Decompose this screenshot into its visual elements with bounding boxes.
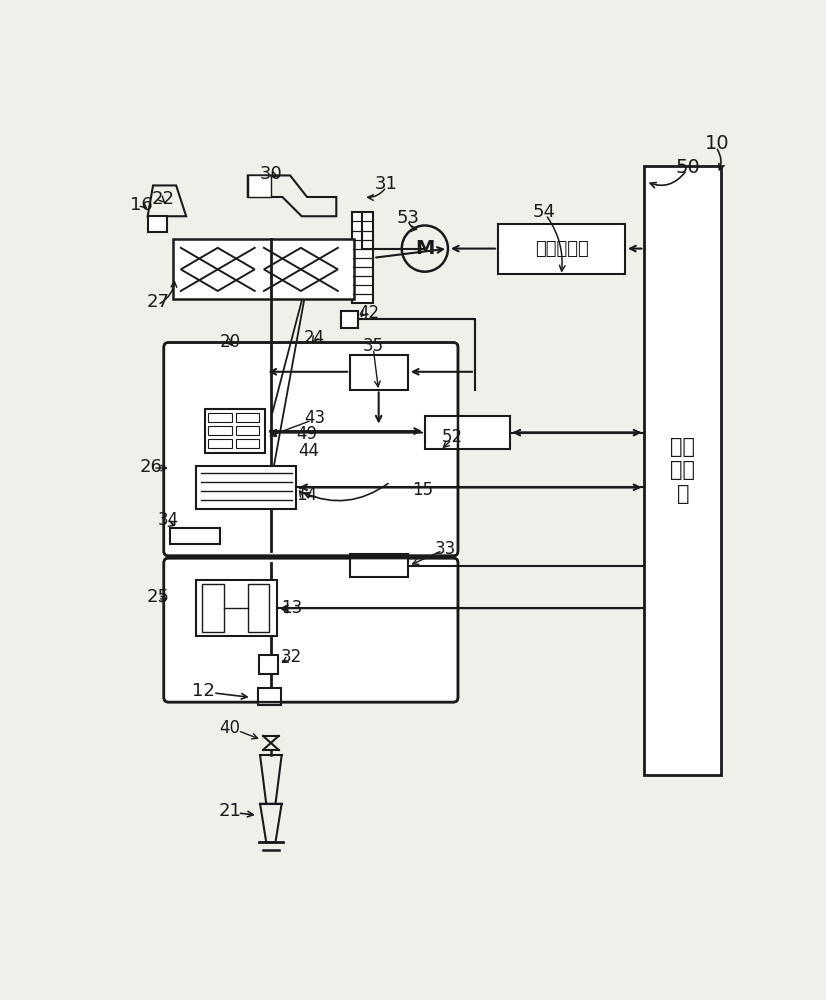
Bar xyxy=(236,439,259,448)
Text: 33: 33 xyxy=(435,540,456,558)
Bar xyxy=(206,409,265,453)
Text: 12: 12 xyxy=(192,682,216,700)
Text: 27: 27 xyxy=(146,293,169,311)
Bar xyxy=(425,416,510,449)
Bar xyxy=(350,554,408,577)
Text: 24: 24 xyxy=(304,329,325,347)
Bar xyxy=(208,426,231,435)
Text: 52: 52 xyxy=(441,428,463,446)
Bar xyxy=(644,166,721,774)
Text: 42: 42 xyxy=(358,304,379,322)
Bar xyxy=(248,584,269,632)
Text: 10: 10 xyxy=(705,134,730,153)
Text: 34: 34 xyxy=(158,511,179,529)
Text: 22: 22 xyxy=(151,190,174,208)
Text: 26: 26 xyxy=(140,458,163,476)
Text: 21: 21 xyxy=(219,802,241,820)
Text: M: M xyxy=(415,239,434,258)
Bar xyxy=(208,413,231,422)
Bar xyxy=(148,216,167,232)
FancyBboxPatch shape xyxy=(164,343,458,556)
Bar xyxy=(236,413,259,422)
Bar xyxy=(202,584,224,632)
Text: 35: 35 xyxy=(363,337,384,355)
Bar xyxy=(170,528,220,544)
Text: 44: 44 xyxy=(298,442,319,460)
Text: 13: 13 xyxy=(281,599,302,617)
Text: 53: 53 xyxy=(396,209,420,227)
Text: 30: 30 xyxy=(259,165,282,183)
Bar xyxy=(258,688,281,705)
Text: 50: 50 xyxy=(676,158,700,177)
Bar xyxy=(248,175,271,197)
Text: 25: 25 xyxy=(146,588,169,606)
Text: 40: 40 xyxy=(220,719,240,737)
Text: 20: 20 xyxy=(220,333,240,351)
Bar xyxy=(173,239,354,299)
Text: 43: 43 xyxy=(304,409,325,427)
Text: 54: 54 xyxy=(533,203,556,221)
Text: 14: 14 xyxy=(297,486,318,504)
Bar xyxy=(341,311,358,328)
Bar xyxy=(350,355,408,389)
FancyBboxPatch shape xyxy=(164,558,458,702)
Bar xyxy=(236,426,259,435)
Text: 单元
控制
部: 单元 控制 部 xyxy=(671,437,695,504)
Bar xyxy=(197,580,277,636)
Text: 32: 32 xyxy=(281,648,302,666)
Text: 16: 16 xyxy=(131,196,153,214)
Text: 31: 31 xyxy=(375,175,398,193)
Text: 49: 49 xyxy=(297,425,317,443)
Text: 电机控制部: 电机控制部 xyxy=(534,240,588,258)
Bar xyxy=(352,212,373,303)
Bar xyxy=(259,655,278,674)
Bar xyxy=(498,224,625,274)
Bar xyxy=(208,439,231,448)
Bar xyxy=(197,466,297,509)
Text: 15: 15 xyxy=(412,481,433,499)
